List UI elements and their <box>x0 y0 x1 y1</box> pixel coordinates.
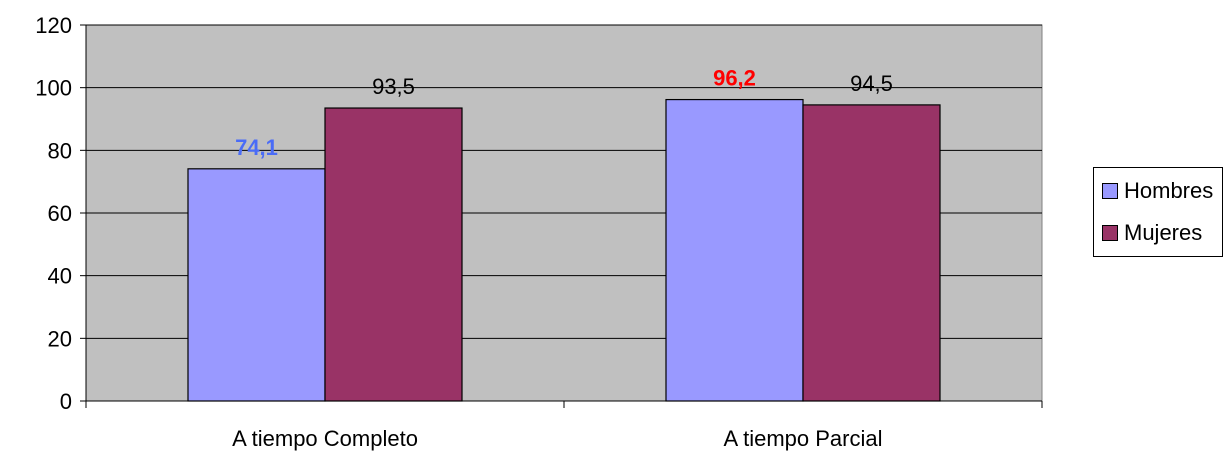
legend: Hombres Mujeres <box>1093 167 1223 257</box>
data-label: 94,5 <box>850 71 893 96</box>
y-tick-label: 0 <box>60 389 72 414</box>
legend-swatch-hombres <box>1102 183 1118 199</box>
y-tick-label: 20 <box>48 326 72 351</box>
x-tick-label: A tiempo Parcial <box>724 426 883 451</box>
legend-label-mujeres: Mujeres <box>1124 220 1203 245</box>
legend-label-hombres: Hombres <box>1124 178 1214 203</box>
legend-swatch-mujeres <box>1102 225 1118 241</box>
y-tick-label: 40 <box>48 264 72 289</box>
legend-item-hombres: Hombres <box>1102 178 1213 204</box>
data-label: 74,1 <box>235 135 278 160</box>
data-label: 93,5 <box>372 74 415 99</box>
y-tick-label: 60 <box>48 201 72 226</box>
bar-mujeres-1 <box>802 104 941 402</box>
bar-hombres-0 <box>187 168 326 402</box>
bar-mujeres-0 <box>324 107 463 402</box>
y-tick-label: 120 <box>35 13 72 38</box>
data-label: 96,2 <box>713 66 756 91</box>
bar-hombres-1 <box>665 98 804 402</box>
x-tick-label: A tiempo Completo <box>232 426 418 451</box>
legend-item-mujeres: Mujeres <box>1102 220 1202 246</box>
y-tick-label: 80 <box>48 138 72 163</box>
y-tick-label: 100 <box>35 76 72 101</box>
